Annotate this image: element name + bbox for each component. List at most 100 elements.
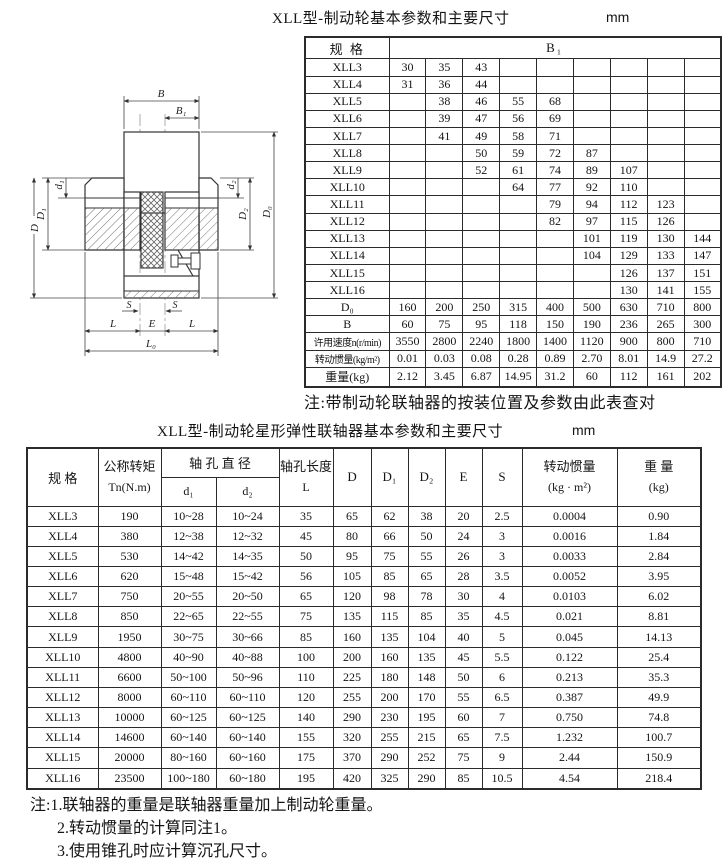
cell: 710	[646, 298, 685, 317]
cell	[499, 212, 537, 231]
cell	[572, 109, 611, 128]
cell: 35	[425, 58, 464, 77]
table1-row: XLL10 64 77 92 110	[304, 178, 722, 197]
table2-body: XLL3 190 10~28 10~24 35 65 62 38 20 2.5 0.0004 0.90…	[26, 505, 702, 790]
cell	[572, 58, 611, 77]
cell	[536, 58, 574, 77]
th-bore-length-line2: L	[302, 480, 310, 495]
cell	[388, 195, 427, 214]
dim-label-b1: B₁	[176, 105, 187, 117]
th-inertia-line2: (kg · m²)	[548, 480, 591, 495]
cell	[499, 246, 537, 265]
cell: 0.03	[425, 349, 464, 368]
table1-row: 转动惯量(kg/m²) 0.01 0.03 0.08 0.28 0.89 2.70 8.01 1…	[304, 349, 722, 368]
cell	[646, 178, 685, 197]
row-label: B	[304, 315, 390, 334]
cell: 1.84	[616, 525, 702, 547]
cell: 630	[609, 298, 648, 317]
cell	[425, 281, 464, 300]
cell: 87	[572, 144, 611, 163]
cell: 4.5	[481, 606, 523, 628]
th-torque-line2: Tn(N.m)	[108, 480, 151, 495]
th-bore-diameter: 轴 孔 直 径	[160, 447, 280, 478]
th-inertia-line1: 转动惯量	[543, 459, 596, 475]
bolt	[170, 252, 201, 270]
cell: 2800	[425, 332, 464, 351]
row-label: XLL16	[26, 767, 99, 790]
row-label: XLL12	[304, 212, 390, 231]
table1-row: XLL6 39 47 56 69	[304, 109, 722, 128]
cell: 43	[462, 58, 501, 77]
cell: 200	[370, 686, 409, 709]
cell: 27.2	[683, 349, 722, 368]
cell: 40~88	[215, 646, 280, 668]
th-weight-line1: 重 量	[644, 459, 674, 475]
cell: 750	[97, 586, 162, 608]
cell: 20~55	[160, 586, 217, 608]
cell: 60~125	[215, 707, 280, 729]
cell	[536, 263, 574, 283]
cell: 370	[332, 747, 372, 769]
cell: 147	[683, 246, 722, 265]
dim-label-s-right: S	[173, 300, 178, 311]
cell: 380	[97, 525, 162, 547]
cell: 15~42	[215, 565, 280, 588]
cell: 56	[278, 565, 334, 588]
cell: 55	[499, 92, 537, 111]
dim-label-e: E	[148, 318, 156, 330]
cell: 65	[407, 565, 446, 588]
cell: 6.87	[462, 366, 501, 388]
cell	[425, 212, 464, 231]
table1-header-spec: 规 格	[304, 36, 390, 60]
cell: 120	[278, 686, 334, 709]
cell: 80~160	[160, 747, 217, 769]
cell	[499, 58, 537, 77]
hatched-sections	[85, 208, 218, 298]
cell: 50~100	[160, 666, 217, 688]
cell: 60	[444, 707, 483, 729]
table2-row: XLL10 4800 40~90 40~88 100 200 160 135 45 5.5 0.12…	[26, 646, 702, 668]
th-d2-bore: d₂	[215, 476, 280, 507]
cell: 202	[683, 366, 722, 388]
row-label: XLL13	[304, 229, 390, 248]
table2-row: XLL12 8000 60~110 60~110 120 255 200 170 55 6.5 0.…	[26, 686, 702, 709]
cell: 31	[388, 75, 427, 94]
row-label: XLL15	[26, 747, 99, 769]
cell: 2.44	[521, 747, 618, 769]
footnote-1: 注:1.联轴器的重量是联轴器重量加上制动轮重量。	[30, 797, 383, 814]
dim-label-d-outer: D	[29, 224, 41, 233]
cell	[462, 263, 501, 283]
cell: 0.0033	[521, 545, 618, 567]
cell: 50	[444, 666, 483, 688]
cell: 74.8	[616, 707, 702, 729]
th-d1-bore: d₁	[160, 476, 217, 507]
table1-note: 注:带制动轮联轴器的按装位置及参数由此表查对	[304, 395, 656, 412]
cell: 80	[332, 525, 372, 547]
cell: 50	[462, 144, 501, 163]
cell: 60	[572, 366, 611, 388]
cell: 110	[609, 178, 648, 197]
table2-unit: mm	[572, 422, 596, 438]
cell: 75	[278, 606, 334, 628]
table1-row: B 60 75 95 118 150 190 236 265 300	[304, 315, 722, 334]
cell: 195	[407, 707, 446, 729]
cell: 75	[425, 315, 464, 334]
cell: 40~90	[160, 646, 217, 668]
cell: 14~35	[215, 545, 280, 567]
cell: 4.54	[521, 767, 618, 790]
cell: 10~24	[215, 505, 280, 527]
th-d1: D₁	[370, 447, 409, 507]
row-label: XLL4	[26, 525, 99, 547]
cell	[609, 109, 648, 128]
table1-header-row: 规 格 B₁	[304, 36, 722, 60]
table1-row: XLL14 104 129 133 147	[304, 246, 722, 265]
table2-row: XLL3 190 10~28 10~24 35 65 62 38 20 2.5 0.0004 0.90	[26, 505, 702, 527]
cell: 0.89	[536, 349, 574, 368]
cell: 47	[462, 109, 501, 128]
row-label: D₀	[304, 298, 390, 317]
footnotes: 注:1.联轴器的重量是联轴器重量加上制动轮重量。 2.转动惯量的计算同注1。 3…	[30, 794, 382, 863]
cell: 250	[462, 298, 501, 317]
cell: 10000	[97, 707, 162, 729]
cell: 45	[278, 525, 334, 547]
cell	[683, 178, 722, 197]
